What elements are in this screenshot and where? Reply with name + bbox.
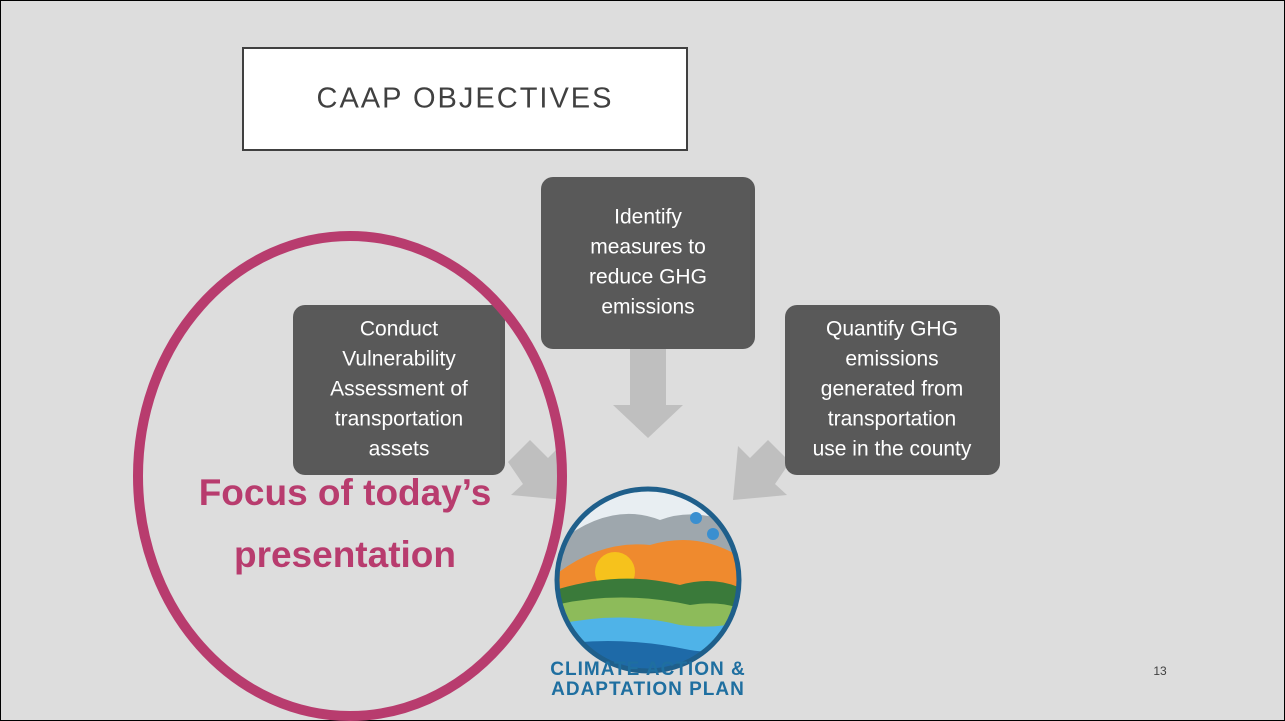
title: CAAP OBJECTIVES bbox=[317, 83, 614, 115]
logo-text: CLIMATE ACTION & bbox=[550, 659, 745, 680]
objective-text: transportation bbox=[828, 408, 956, 431]
objective-text: generated from bbox=[821, 378, 963, 401]
objective-text: reduce GHG bbox=[589, 266, 707, 289]
objective-text: Vulnerability bbox=[342, 348, 456, 371]
objective-text: emissions bbox=[601, 296, 694, 319]
objective-text: Quantify GHG bbox=[826, 318, 958, 341]
objective-text: Assessment of bbox=[330, 378, 468, 401]
objective-text: Identify bbox=[614, 206, 682, 229]
objective-box bbox=[541, 177, 755, 349]
objective-text: use in the county bbox=[813, 438, 972, 461]
objective-text: transportation bbox=[335, 408, 463, 431]
objective-text: emissions bbox=[845, 348, 938, 371]
slide: CAAP OBJECTIVES Identify measures to reduc… bbox=[0, 0, 1285, 721]
page-number: 13 bbox=[1153, 664, 1167, 678]
objective-text: measures to bbox=[590, 236, 706, 259]
objective-text: assets bbox=[369, 438, 430, 461]
highlight-text: Focus of today’s bbox=[199, 472, 492, 513]
highlight-text: presentation bbox=[234, 534, 456, 575]
logo-text: ADAPTATION PLAN bbox=[551, 679, 745, 700]
objective-text: Conduct bbox=[360, 318, 438, 341]
